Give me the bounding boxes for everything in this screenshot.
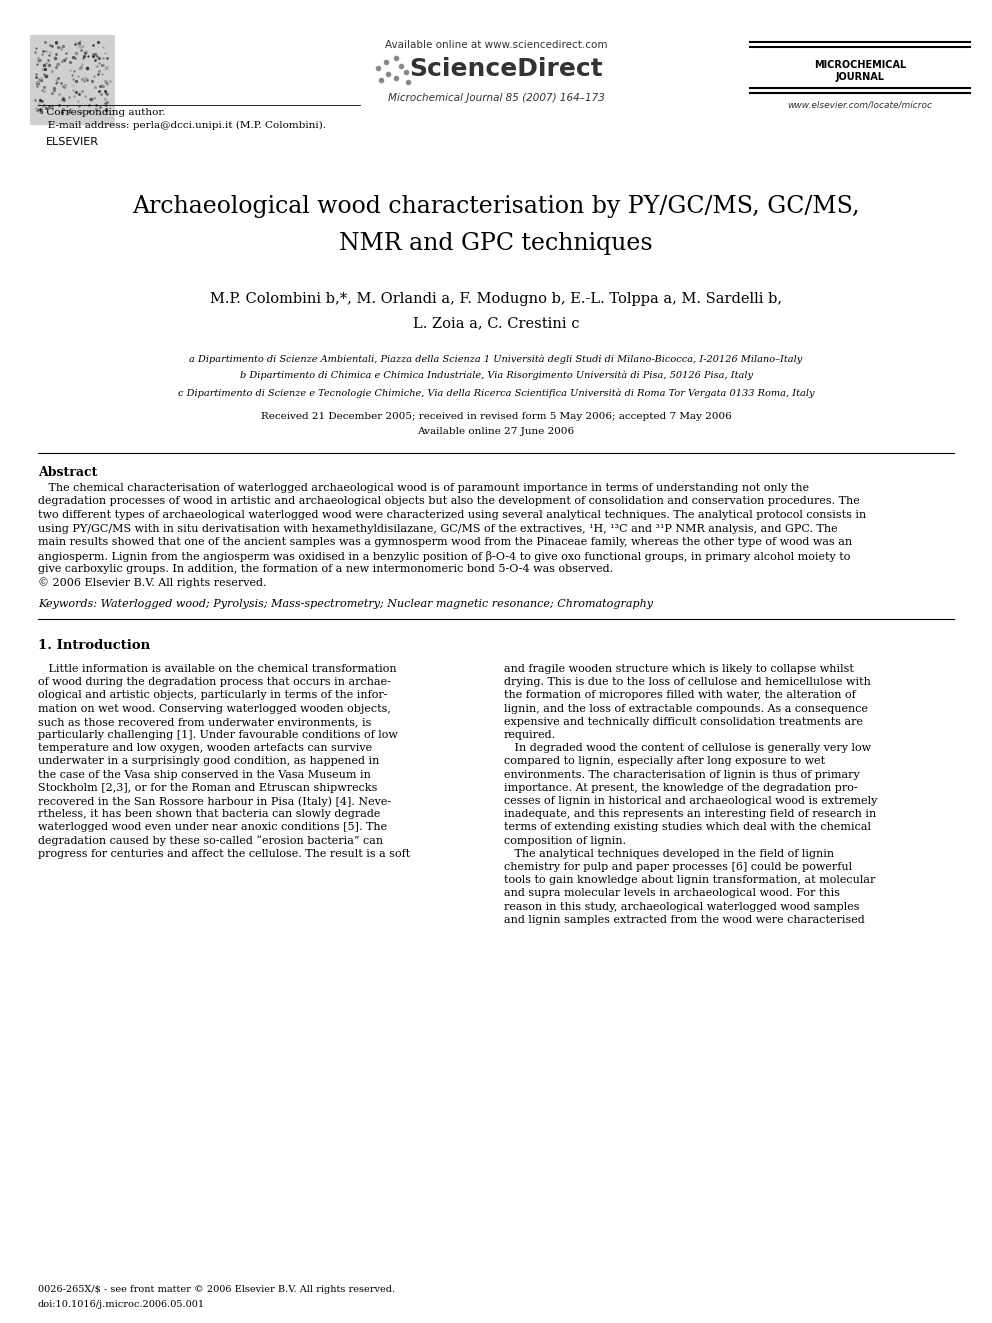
Text: Available online at www.sciencedirect.com: Available online at www.sciencedirect.co… [385, 40, 607, 50]
Text: NMR and GPC techniques: NMR and GPC techniques [339, 232, 653, 255]
Text: Archaeological wood characterisation by PY/GC/MS, GC/MS,: Archaeological wood characterisation by … [132, 194, 860, 218]
Text: b Dipartimento di Chimica e Chimica Industriale, Via Risorgimento Università di : b Dipartimento di Chimica e Chimica Indu… [239, 370, 753, 381]
Text: Little information is available on the chemical transformation: Little information is available on the c… [38, 664, 397, 673]
Text: c Dipartimento di Scienze e Tecnologie Chimiche, Via della Ricerca Scientifica U: c Dipartimento di Scienze e Tecnologie C… [178, 388, 814, 397]
Text: M.P. Colombini b,*, M. Orlandi a, F. Modugno b, E.-L. Tolppa a, M. Sardelli b,: M.P. Colombini b,*, M. Orlandi a, F. Mod… [210, 292, 782, 306]
Text: the case of the Vasa ship conserved in the Vasa Museum in: the case of the Vasa ship conserved in t… [38, 770, 371, 779]
Text: lignin, and the loss of extractable compounds. As a consequence: lignin, and the loss of extractable comp… [504, 704, 868, 713]
Text: mation on wet wood. Conserving waterlogged wooden objects,: mation on wet wood. Conserving waterlogg… [38, 704, 391, 713]
Text: composition of lignin.: composition of lignin. [504, 836, 626, 845]
Text: environments. The characterisation of lignin is thus of primary: environments. The characterisation of li… [504, 770, 860, 779]
Text: In degraded wood the content of cellulose is generally very low: In degraded wood the content of cellulos… [504, 744, 871, 753]
Text: required.: required. [504, 730, 557, 740]
Text: main results showed that one of the ancient samples was a gymnosperm wood from t: main results showed that one of the anci… [38, 537, 852, 546]
Text: Abstract: Abstract [38, 466, 97, 479]
Text: degradation processes of wood in artistic and archaeological objects but also th: degradation processes of wood in artisti… [38, 496, 860, 507]
Text: JOURNAL: JOURNAL [835, 71, 885, 82]
Text: and lignin samples extracted from the wood were characterised: and lignin samples extracted from the wo… [504, 914, 865, 925]
Text: two different types of archaeological waterlogged wood were characterized using : two different types of archaeological wa… [38, 509, 866, 520]
Text: Received 21 December 2005; received in revised form 5 May 2006; accepted 7 May 2: Received 21 December 2005; received in r… [261, 411, 731, 421]
Text: 0026-265X/$ - see front matter © 2006 Elsevier B.V. All rights reserved.: 0026-265X/$ - see front matter © 2006 El… [38, 1285, 395, 1294]
Text: drying. This is due to the loss of cellulose and hemicellulose with: drying. This is due to the loss of cellu… [504, 677, 871, 687]
Text: give carboxylic groups. In addition, the formation of a new intermonomeric bond : give carboxylic groups. In addition, the… [38, 564, 613, 574]
Text: recovered in the San Rossore harbour in Pisa (Italy) [4]. Neve-: recovered in the San Rossore harbour in … [38, 796, 391, 807]
Text: MICROCHEMICAL: MICROCHEMICAL [813, 60, 906, 70]
Text: The chemical characterisation of waterlogged archaeological wood is of paramount: The chemical characterisation of waterlo… [38, 483, 809, 493]
Text: rtheless, it has been shown that bacteria can slowly degrade: rtheless, it has been shown that bacteri… [38, 810, 380, 819]
Text: waterlogged wood even under near anoxic conditions [5]. The: waterlogged wood even under near anoxic … [38, 823, 387, 832]
Bar [30, 34, 115, 124]
Text: a Dipartimento di Scienze Ambientali, Piazza della Scienza 1 Università degli St: a Dipartimento di Scienze Ambientali, Pi… [189, 355, 803, 364]
Text: Microchemical Journal 85 (2007) 164–173: Microchemical Journal 85 (2007) 164–173 [388, 93, 604, 103]
Text: such as those recovered from underwater environments, is: such as those recovered from underwater … [38, 717, 371, 726]
Text: expensive and technically difficult consolidation treatments are: expensive and technically difficult cons… [504, 717, 863, 726]
Text: compared to lignin, especially after long exposure to wet: compared to lignin, especially after lon… [504, 757, 825, 766]
Text: tools to gain knowledge about lignin transformation, at molecular: tools to gain knowledge about lignin tra… [504, 876, 875, 885]
Text: inadequate, and this represents an interesting field of research in: inadequate, and this represents an inter… [504, 810, 876, 819]
Text: underwater in a surprisingly good condition, as happened in: underwater in a surprisingly good condit… [38, 757, 379, 766]
Text: * Corresponding author.: * Corresponding author. [38, 108, 166, 116]
Text: www.elsevier.com/locate/microc: www.elsevier.com/locate/microc [788, 101, 932, 108]
Text: cesses of lignin in historical and archaeological wood is extremely: cesses of lignin in historical and archa… [504, 796, 877, 806]
Text: © 2006 Elsevier B.V. All rights reserved.: © 2006 Elsevier B.V. All rights reserved… [38, 578, 267, 589]
Text: particularly challenging [1]. Under favourable conditions of low: particularly challenging [1]. Under favo… [38, 730, 398, 740]
Text: 1. Introduction: 1. Introduction [38, 639, 150, 652]
Text: degradation caused by these so-called “erosion bacteria” can: degradation caused by these so-called “e… [38, 836, 383, 847]
Text: and fragile wooden structure which is likely to collapse whilst: and fragile wooden structure which is li… [504, 664, 854, 673]
Text: Keywords: Waterlogged wood; Pyrolysis; Mass-spectrometry; Nuclear magnetic reson: Keywords: Waterlogged wood; Pyrolysis; M… [38, 599, 653, 609]
Text: The analytical techniques developed in the field of lignin: The analytical techniques developed in t… [504, 849, 834, 859]
Text: ScienceDirect: ScienceDirect [409, 57, 603, 81]
Text: Available online 27 June 2006: Available online 27 June 2006 [418, 427, 574, 437]
Text: L. Zoia a, C. Crestini c: L. Zoia a, C. Crestini c [413, 316, 579, 329]
Text: ological and artistic objects, particularly in terms of the infor-: ological and artistic objects, particula… [38, 691, 388, 700]
Text: terms of extending existing studies which deal with the chemical: terms of extending existing studies whic… [504, 823, 871, 832]
Text: and supra molecular levels in archaeological wood. For this: and supra molecular levels in archaeolog… [504, 889, 840, 898]
Text: angiosperm. Lignin from the angiosperm was oxidised in a benzylic position of β-: angiosperm. Lignin from the angiosperm w… [38, 550, 850, 561]
Text: progress for centuries and affect the cellulose. The result is a soft: progress for centuries and affect the ce… [38, 849, 411, 859]
Text: chemistry for pulp and paper processes [6] could be powerful: chemistry for pulp and paper processes [… [504, 863, 852, 872]
Text: doi:10.1016/j.microc.2006.05.001: doi:10.1016/j.microc.2006.05.001 [38, 1301, 205, 1308]
Text: ELSEVIER: ELSEVIER [46, 138, 99, 147]
Text: using PY/GC/MS with in situ derivatisation with hexamethyldisilazane, GC/MS of t: using PY/GC/MS with in situ derivatisati… [38, 524, 837, 533]
Text: of wood during the degradation process that occurs in archae-: of wood during the degradation process t… [38, 677, 391, 687]
Text: the formation of micropores filled with water, the alteration of: the formation of micropores filled with … [504, 691, 856, 700]
Text: Stockholm [2,3], or for the Roman and Etruscan shipwrecks: Stockholm [2,3], or for the Roman and Et… [38, 783, 377, 792]
Text: E-mail address: perla@dcci.unipi.it (M.P. Colombini).: E-mail address: perla@dcci.unipi.it (M.P… [38, 120, 326, 130]
Text: reason in this study, archaeological waterlogged wood samples: reason in this study, archaeological wat… [504, 901, 859, 912]
Text: temperature and low oxygen, wooden artefacts can survive: temperature and low oxygen, wooden artef… [38, 744, 372, 753]
Text: importance. At present, the knowledge of the degradation pro-: importance. At present, the knowledge of… [504, 783, 858, 792]
